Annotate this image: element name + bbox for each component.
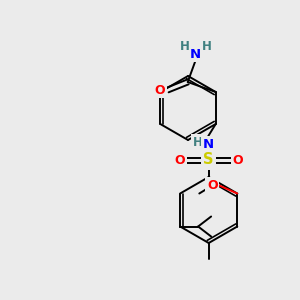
Text: O: O xyxy=(154,83,165,97)
Text: H: H xyxy=(180,40,190,52)
Text: H: H xyxy=(202,40,212,52)
Text: H: H xyxy=(193,136,203,148)
Text: N: N xyxy=(190,47,201,61)
Text: O: O xyxy=(207,179,217,192)
Text: O: O xyxy=(174,154,185,166)
Text: N: N xyxy=(203,137,214,151)
Text: O: O xyxy=(232,154,243,166)
Text: S: S xyxy=(203,152,214,167)
